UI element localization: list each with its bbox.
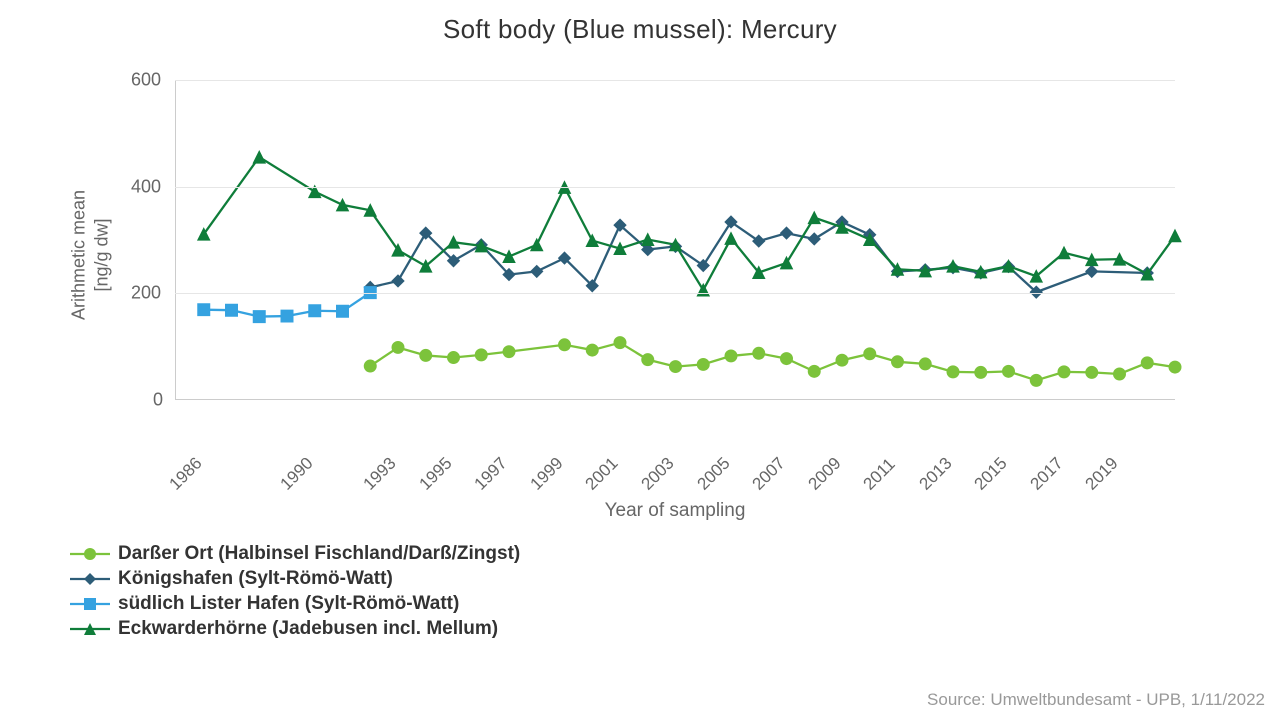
series-marker-darsser <box>1141 357 1153 369</box>
legend-label: Eckwarderhörne (Jadebusen incl. Mellum) <box>118 618 498 640</box>
ytick-label: 400 <box>131 176 171 197</box>
xtick-label: 2015 <box>971 454 1012 495</box>
series-marker-eckwarder <box>531 239 543 251</box>
xtick-label: 1995 <box>415 454 456 495</box>
series-marker-darsser <box>947 366 959 378</box>
series-marker-darsser <box>586 344 598 356</box>
series-marker-darsser <box>697 358 709 370</box>
legend: Darßer Ort (Halbinsel Fischland/Darß/Zin… <box>68 540 520 643</box>
legend-item-eckwarder[interactable]: Eckwarderhörne (Jadebusen incl. Mellum) <box>68 618 520 640</box>
ytick-label: 600 <box>131 70 171 91</box>
series-marker-lister <box>337 305 349 317</box>
series-marker-darsser <box>670 361 682 373</box>
xtick-label: 1993 <box>360 454 401 495</box>
series-marker-darsser <box>364 360 376 372</box>
series-marker-eckwarder <box>253 151 265 163</box>
series-marker-eckwarder <box>781 257 793 269</box>
series-marker-koenigshafen <box>1086 265 1098 277</box>
series-marker-lister <box>226 304 238 316</box>
legend-swatch-koenigshafen <box>68 569 112 589</box>
series-marker-darsser <box>836 354 848 366</box>
yaxis-title: Arithmetic mean[ng/g dw] <box>68 190 113 320</box>
series-marker-darsser <box>781 353 793 365</box>
legend-swatch-eckwarder <box>68 619 112 639</box>
xaxis-title: Year of sampling <box>605 500 746 522</box>
series-marker-eckwarder <box>586 235 598 247</box>
xtick-label: 1990 <box>276 454 317 495</box>
series-marker-lister <box>309 305 321 317</box>
series-marker-darsser <box>1003 365 1015 377</box>
plot-region <box>175 80 1175 400</box>
chart-title: Soft body (Blue mussel): Mercury <box>0 0 1280 45</box>
series-marker-darsser <box>892 356 904 368</box>
series-marker-darsser <box>1086 366 1098 378</box>
xtick-label: 2017 <box>1026 454 1067 495</box>
xtick-label: 2007 <box>749 454 790 495</box>
legend-item-lister[interactable]: südlich Lister Hafen (Sylt-Römö-Watt) <box>68 593 520 615</box>
series-marker-darsser <box>614 337 626 349</box>
series-marker-darsser <box>475 349 487 361</box>
xtick-label: 1986 <box>165 454 206 495</box>
ytick-label: 0 <box>153 390 173 411</box>
series-line-darsser <box>370 343 1175 381</box>
series-marker-darsser <box>559 339 571 351</box>
series-marker-koenigshafen <box>392 275 404 287</box>
series-marker-lister <box>281 310 293 322</box>
legend-swatch-darsser <box>68 544 112 564</box>
xtick-label: 2001 <box>582 454 623 495</box>
series-svg <box>176 80 1175 399</box>
series-marker-darsser <box>503 346 515 358</box>
xtick-label: 2011 <box>860 454 900 494</box>
series-marker-darsser <box>808 365 820 377</box>
legend-label: Königshafen (Sylt-Römö-Watt) <box>118 568 393 590</box>
xtick-label: 2009 <box>804 454 845 495</box>
series-marker-eckwarder <box>1169 230 1181 242</box>
series-marker-darsser <box>1030 374 1042 386</box>
series-marker-koenigshafen <box>531 265 543 277</box>
xtick-label: 1997 <box>471 454 512 495</box>
legend-swatch-lister <box>68 594 112 614</box>
series-marker-eckwarder <box>808 212 820 224</box>
legend-label: südlich Lister Hafen (Sylt-Römö-Watt) <box>118 593 459 615</box>
series-marker-darsser <box>919 358 931 370</box>
series-marker-eckwarder <box>725 232 737 244</box>
gridline <box>175 80 1175 81</box>
xtick-label: 2019 <box>1082 454 1123 495</box>
series-marker-darsser <box>975 366 987 378</box>
series-marker-darsser <box>448 352 460 364</box>
ytick-label: 200 <box>131 283 171 304</box>
legend-item-darsser[interactable]: Darßer Ort (Halbinsel Fischland/Darß/Zin… <box>68 543 520 565</box>
series-marker-darsser <box>420 349 432 361</box>
series-line-eckwarder <box>204 157 1175 290</box>
series-marker-koenigshafen <box>808 233 820 245</box>
series-marker-lister <box>253 311 265 323</box>
xtick-label: 2003 <box>638 454 679 495</box>
series-marker-darsser <box>1114 368 1126 380</box>
xtick-label: 2013 <box>915 454 956 495</box>
series-marker-eckwarder <box>503 251 515 263</box>
series-marker-darsser <box>753 347 765 359</box>
series-marker-darsser <box>392 341 404 353</box>
series-marker-darsser <box>1058 366 1070 378</box>
gridline <box>175 293 1175 294</box>
legend-label: Darßer Ort (Halbinsel Fischland/Darß/Zin… <box>118 543 520 565</box>
series-marker-darsser <box>642 354 654 366</box>
series-marker-darsser <box>864 348 876 360</box>
gridline <box>175 187 1175 188</box>
xtick-label: 1999 <box>526 454 567 495</box>
chart-area: Arithmetic mean[ng/g dw] Year of samplin… <box>95 70 1240 440</box>
series-marker-lister <box>198 304 210 316</box>
series-marker-koenigshafen <box>781 227 793 239</box>
series-marker-darsser <box>1169 361 1181 373</box>
legend-item-koenigshafen[interactable]: Königshafen (Sylt-Römö-Watt) <box>68 568 520 590</box>
xtick-label: 2005 <box>693 454 734 495</box>
series-marker-darsser <box>725 350 737 362</box>
source-attribution: Source: Umweltbundesamt - UPB, 1/11/2022 <box>927 690 1265 710</box>
